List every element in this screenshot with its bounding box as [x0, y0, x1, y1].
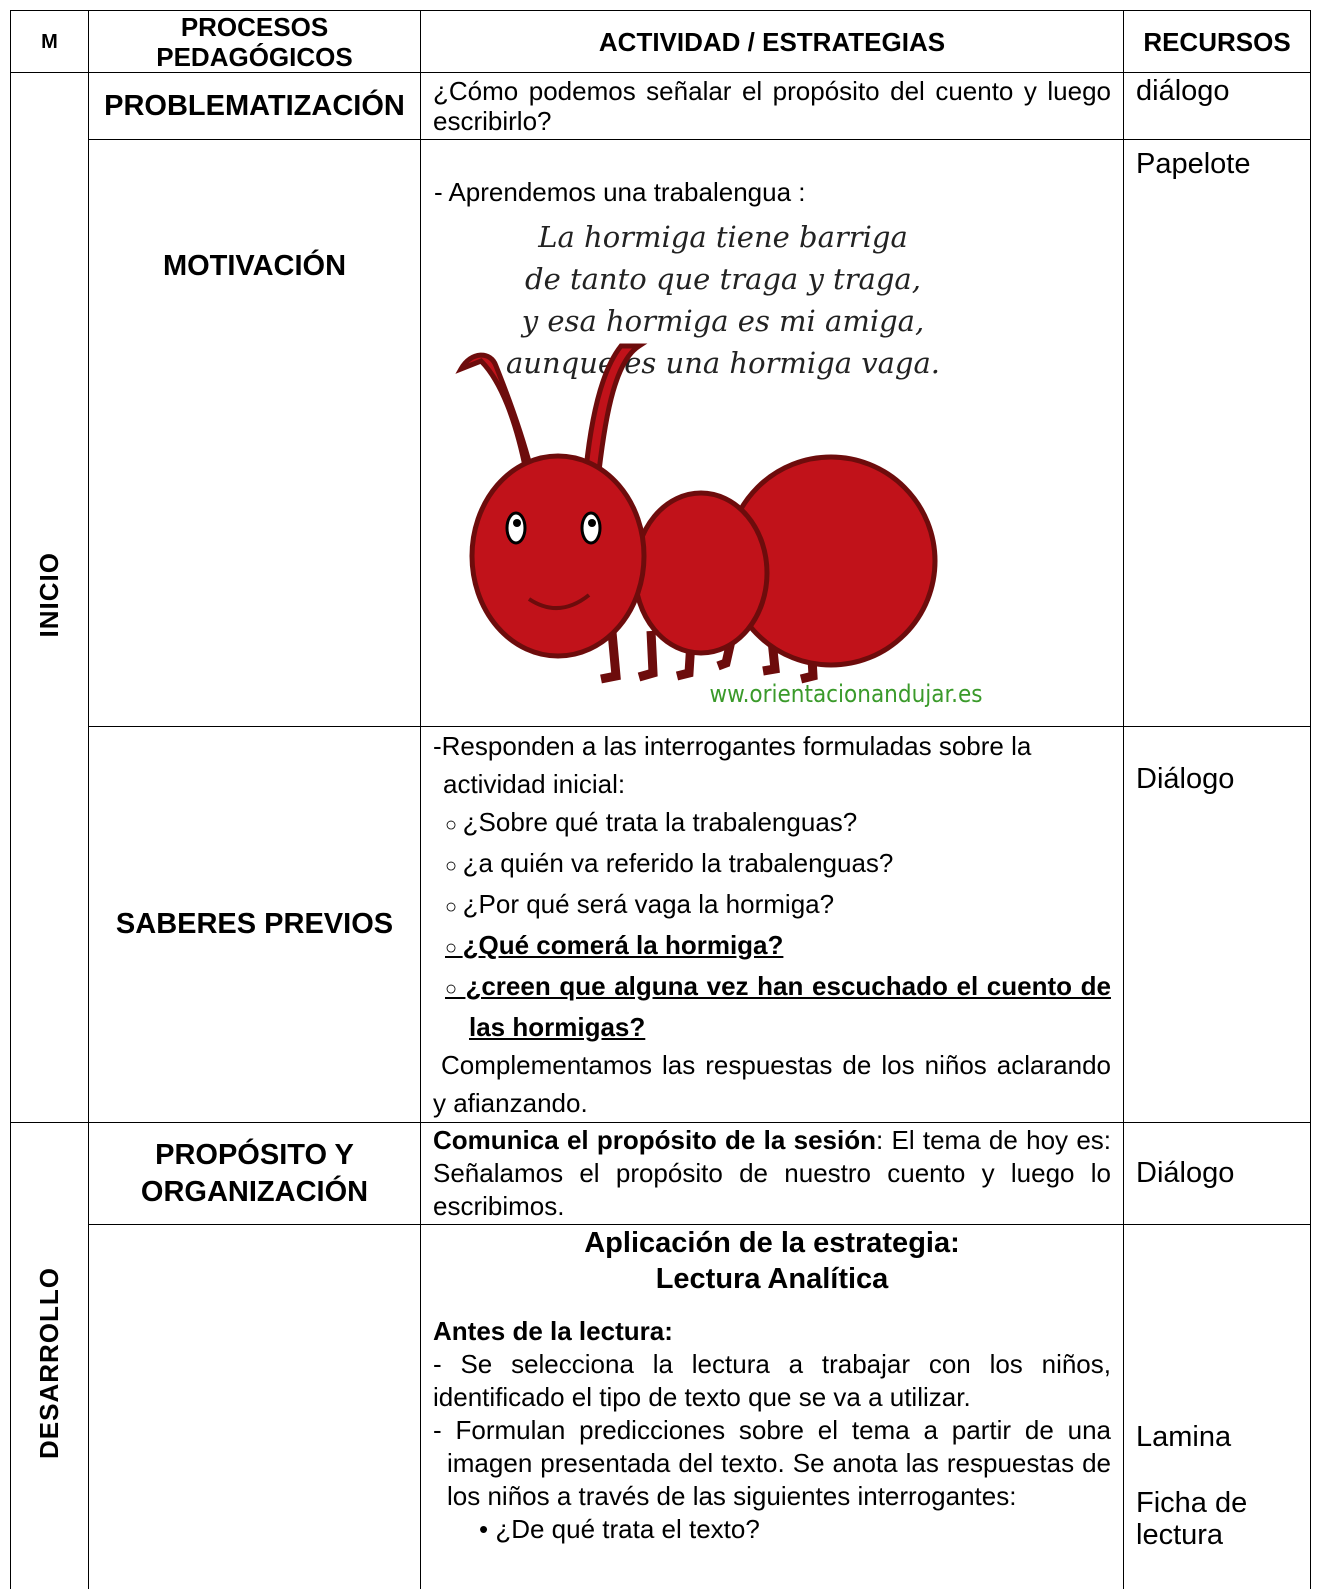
header: ACTIVIDAD / ESTRATEGIAS — [420, 10, 1124, 73]
question-list: ¿Sobre qué trata la trabalenguas? ¿a qui… — [433, 803, 1111, 1046]
twister-line: aunque es una hormiga vaga. — [506, 346, 940, 380]
process: SABERES PREVIOS — [88, 726, 421, 1123]
resource: diálogo — [1123, 72, 1311, 140]
intro: -Responden a las interrogantes formulada… — [433, 731, 1032, 799]
item: - Formulan predicciones sobre el tema a … — [433, 1415, 1111, 1511]
twister-line: La hormiga tiene barriga — [537, 220, 907, 254]
activity: Comunica el propósito de la sesión: El t… — [420, 1122, 1124, 1225]
item: - Se selecciona la lectura a trabajar co… — [433, 1349, 1111, 1412]
twister-line: y esa hormiga es mi amiga, — [520, 304, 924, 338]
twister-line: de tanto que traga y traga, — [525, 262, 921, 296]
resource: Lamina — [1136, 1421, 1232, 1453]
bullet: ¿De qué trata el texto? — [433, 1513, 1111, 1545]
title: Aplicación de la estrategia: — [584, 1227, 960, 1259]
resource: Diálogo — [1123, 1122, 1311, 1225]
header: PROCESOS PEDAGÓGICOS — [88, 10, 421, 73]
intro: - Aprendemos una trabalengua : — [434, 177, 805, 207]
resource: Diálogo — [1123, 726, 1311, 1123]
process: PROPÓSITO Y ORGANIZACIÓN — [88, 1122, 421, 1225]
ant — [455, 343, 938, 684]
moment-label: DESARROLLO — [34, 1267, 64, 1459]
activity: ¿Cómo podemos señalar el propósito del c… — [420, 72, 1124, 140]
header: M — [10, 10, 89, 73]
resource: Papelote — [1123, 139, 1311, 727]
bullet-list: ¿De qué trata el texto? — [433, 1513, 1111, 1545]
activity: -Responden a las interrogantes formulada… — [420, 726, 1124, 1123]
moment: DESARROLLO — [10, 1122, 89, 1589]
activity: Aplicación de la estrategia: Lectura Ana… — [420, 1224, 1124, 1589]
process — [88, 1224, 421, 1589]
watermark: ww.orientacionandujar.es — [709, 680, 982, 708]
question: ¿Sobre qué trata la trabalenguas? — [433, 803, 1111, 844]
activity-text: : El tema de hoy es: Señalamos el propós… — [433, 1125, 1111, 1221]
question: ¿creen que alguna vez han escuchado el c… — [433, 967, 1111, 1046]
moment-label: INICIO — [34, 552, 64, 638]
activity: - Aprendemos una trabalengua : La hormig… — [420, 139, 1124, 727]
closing: Complementamos las respuestas de los niñ… — [433, 1050, 1111, 1118]
process: MOTIVACIÓN — [88, 139, 421, 727]
resources: Lamina Ficha de lectura — [1123, 1224, 1311, 1589]
session-table: M PROCESOS PEDAGÓGICOS ACTIVIDAD / ESTRA… — [10, 10, 1311, 1589]
moment: INICIO — [10, 72, 89, 1123]
question: ¿a quién va referido la trabalenguas? — [433, 844, 1111, 885]
lead: Comunica el propósito de la sesión — [433, 1125, 876, 1155]
title: Lectura Analítica — [655, 1263, 889, 1295]
process: PROBLEMATIZACIÓN — [88, 72, 421, 140]
header: RECURSOS — [1123, 10, 1311, 73]
tongue-twister-illustration: - Aprendemos una trabalengua : La hormig… — [434, 177, 983, 708]
subheading: Antes de la lectura: — [433, 1316, 673, 1346]
resource: Ficha de lectura — [1136, 1487, 1248, 1551]
question: ¿Qué comerá la hormiga? — [433, 926, 1111, 967]
question: ¿Por qué será vaga la hormiga? — [433, 885, 1111, 926]
